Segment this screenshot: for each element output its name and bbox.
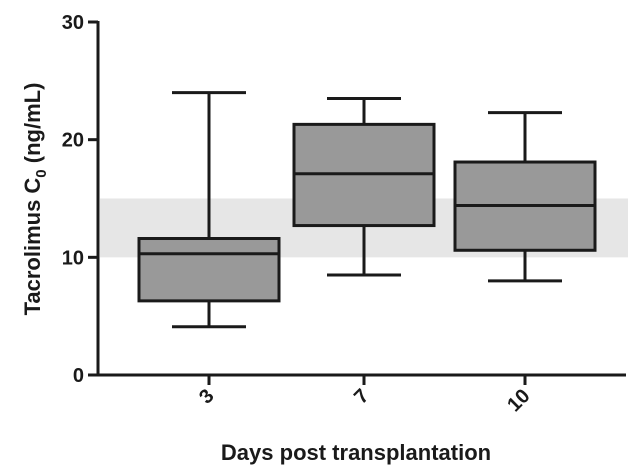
y-axis-ticks: 0 10 20 30 (62, 12, 98, 387)
x-tick-label: 10 (503, 385, 534, 416)
x-tick-label: 3 (195, 385, 218, 408)
y-tick-label: 10 (62, 247, 84, 269)
y-axis-title-suffix: (ng/mL) (20, 83, 45, 170)
y-axis-title: Tacrolimus C0 (ng/mL) (20, 83, 50, 316)
y-tick-label: 20 (62, 130, 84, 152)
x-axis-title: Days post transplantation (221, 440, 491, 465)
x-tick-label: 7 (350, 385, 373, 408)
x-axis-ticks: 3 7 10 (195, 375, 535, 416)
box-iqr (137, 237, 281, 303)
box-series (137, 91, 597, 329)
y-axis-title-prefix: Tacrolimus C (20, 178, 45, 316)
y-tick-label: 0 (73, 365, 84, 387)
y-axis-title-subscript: 0 (33, 169, 50, 177)
y-tick-label: 30 (62, 12, 84, 34)
